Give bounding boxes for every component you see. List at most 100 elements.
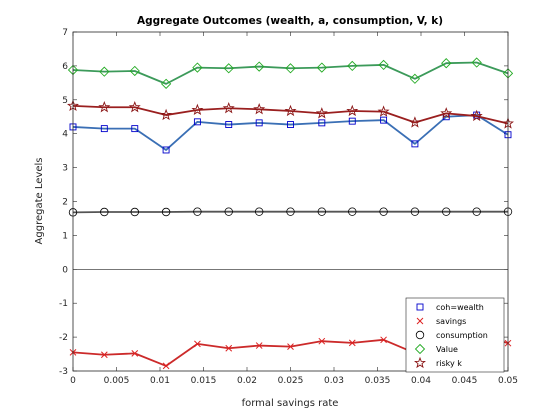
series-savings-point: [318, 337, 326, 345]
series-value-point: [223, 63, 234, 74]
series-consumption-point: [193, 207, 202, 216]
y-tick-label: -1: [59, 299, 68, 309]
y-tick-label: 4: [62, 130, 68, 140]
series-consumption-point: [224, 207, 233, 216]
series-consumption-point: [348, 207, 357, 216]
x-tick-label: 0: [70, 376, 76, 386]
legend-value: Value: [414, 343, 458, 355]
series-coh-wealth-point: [380, 116, 388, 124]
legend-coh-wealth: coh=wealth: [416, 303, 484, 312]
series-value-point: [378, 59, 389, 71]
series-value-point: [192, 62, 203, 73]
series-coh-wealth-point: [318, 119, 326, 127]
y-tick-label: 7: [62, 28, 68, 38]
series-risky-k-point: [222, 101, 235, 114]
series-value-point: [471, 57, 482, 68]
series-coh-wealth-point: [225, 121, 233, 128]
y-tick-label: 5: [62, 96, 68, 106]
series-consumption-line: [72, 210, 508, 214]
series-coh-wealth-line: [72, 114, 509, 151]
series-consumption-point: [161, 207, 171, 217]
series-coh-wealth-point: [287, 121, 294, 128]
series-value-point: [441, 58, 452, 69]
legend-label: Value: [436, 345, 458, 354]
y-tick-label: 2: [62, 198, 68, 208]
series-risky-k-line: [72, 105, 509, 125]
x-tick-label: 0.005: [104, 376, 130, 386]
y-tick-label: 3: [62, 164, 68, 174]
legend-consumption: consumption: [415, 330, 488, 340]
series-consumption-point: [442, 207, 451, 216]
x-tick-label: 0.035: [365, 376, 391, 386]
legend-label: savings: [436, 317, 466, 326]
plot-frame: [72, 31, 509, 372]
series-risky-k-point: [377, 105, 390, 117]
series-savings-point: [194, 340, 201, 348]
series-value-point: [129, 65, 140, 77]
x-tick-label: 0.05: [498, 376, 518, 386]
series-coh-wealth-point: [255, 119, 263, 127]
legend-savings-point: [416, 317, 424, 325]
series-value-point: [347, 60, 358, 72]
y-axis-title: Aggregate Levels: [34, 158, 45, 245]
series-risky-k-point: [191, 103, 204, 116]
y-tick-label: -2: [59, 333, 68, 343]
axes-layer: 0 0.005 0.01 0.015 0.02 0.025 0.03 0.035 0.04 0.0…: [59, 28, 518, 386]
series-savings-point: [380, 336, 387, 344]
series-risky-k-point: [346, 104, 359, 117]
x-tick-label: 0.045: [452, 376, 478, 386]
series-risky-k-point: [98, 100, 111, 113]
legend-coh-wealth-point: [416, 303, 424, 311]
series-value-point: [285, 63, 296, 74]
series-savings-point: [100, 351, 108, 359]
series-consumption-point: [100, 207, 109, 217]
series-value-point: [99, 66, 110, 77]
series-value-line: [72, 61, 509, 85]
y-tick-label: 1: [62, 231, 68, 241]
series-risky-k-point: [408, 116, 421, 128]
series-coh-wealth-point: [348, 117, 356, 125]
series-coh-wealth-point: [162, 146, 170, 154]
legend-label: consumption: [436, 331, 488, 340]
series-consumption: [68, 207, 513, 217]
x-tick-label: 0.015: [191, 376, 217, 386]
x-tick-label: 0.04: [411, 376, 431, 386]
legend-risky-k: risky k: [414, 356, 462, 369]
series-consumption-point: [317, 207, 327, 216]
series-layer: [67, 57, 514, 370]
series-value-point: [160, 78, 172, 90]
x-tick-label: 0.02: [237, 376, 257, 386]
series-savings-point: [162, 362, 170, 370]
series-value-point: [254, 61, 265, 72]
x-tick-label: 0.025: [278, 376, 304, 386]
y-tick-label: 6: [62, 62, 68, 72]
series-coh-wealth-point: [131, 125, 139, 133]
series-consumption-point: [286, 207, 295, 216]
series-consumption-point: [254, 207, 264, 216]
series-consumption-point: [130, 207, 139, 217]
chart-title: Aggregate Outcomes (wealth, a, consumpti…: [137, 15, 443, 27]
series-savings-point: [225, 344, 233, 352]
legend-consumption-point: [415, 330, 425, 340]
series-risky-k-point: [470, 109, 483, 122]
series-risky-k-point: [253, 103, 266, 115]
y-tick-label: -3: [59, 367, 68, 377]
legend-risky-k-point: [414, 356, 426, 369]
series-risky-k-point: [315, 107, 328, 119]
series-risky-k-point: [440, 107, 453, 119]
series-savings-point: [131, 350, 139, 357]
series-coh-wealth-point: [100, 125, 108, 133]
series-savings-point: [255, 342, 263, 349]
series-coh-wealth-point: [193, 118, 201, 126]
series-value-point: [409, 73, 421, 84]
x-tick-label: 0.01: [150, 376, 170, 386]
series-value: [67, 57, 514, 90]
legend: coh=wealth savings consumption Value risky k: [405, 297, 505, 373]
x-tick-label: 0.03: [324, 376, 344, 386]
series-risky-k-point: [160, 108, 173, 121]
series-risky-k-point: [128, 100, 141, 113]
legend-label: risky k: [436, 359, 462, 368]
y-tick-label: 0: [62, 265, 68, 275]
series-consumption-point: [472, 207, 481, 216]
